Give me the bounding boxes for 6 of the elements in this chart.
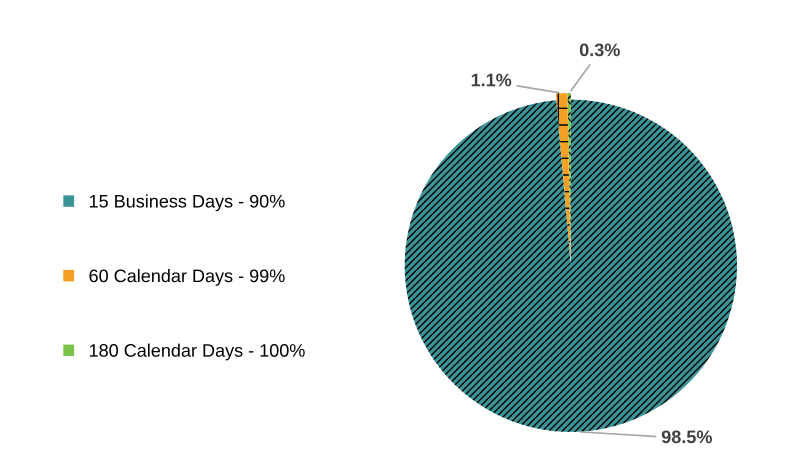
legend-label: 180 Calendar Days - 100% — [90, 344, 305, 360]
data-label: 1.1% — [472, 74, 512, 86]
legend-label: 15 Business Days - 90% — [90, 194, 285, 212]
data-label: 0.3% — [580, 43, 620, 56]
legend-label: 60 Calendar Days - 99% — [89, 268, 285, 286]
data-label: 98.5% — [662, 430, 712, 444]
